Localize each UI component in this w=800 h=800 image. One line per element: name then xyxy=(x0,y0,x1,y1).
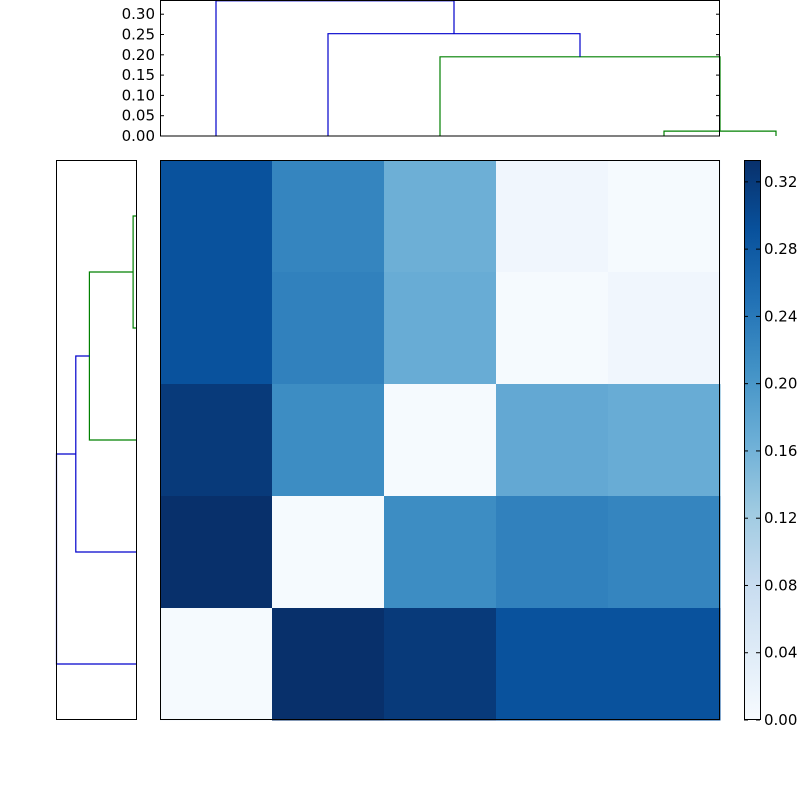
heatmap-cell xyxy=(608,608,721,721)
heatmap-cell xyxy=(608,272,721,385)
colorbar-frame xyxy=(744,160,761,720)
left-dendrogram xyxy=(55,160,137,720)
heatmap-cell xyxy=(384,384,497,497)
heatmap-cell xyxy=(384,272,497,385)
colorbar-tick-label: 0.00 xyxy=(764,711,797,729)
colorbar-tick-label: 0.24 xyxy=(764,307,797,325)
heatmap-cell xyxy=(160,608,273,721)
heatmap-cell xyxy=(160,496,273,609)
heatmap xyxy=(160,160,721,721)
heatmap-cell xyxy=(272,384,385,497)
heatmap-cell xyxy=(384,496,497,609)
heatmap-cell xyxy=(496,496,609,609)
top-dendrogram: 0.00 0.05 0.10 0.15 0.20 0.25 0.30 xyxy=(122,0,777,145)
y-tick-label: 0.05 xyxy=(122,107,155,125)
heatmap-cell xyxy=(608,496,721,609)
colorbar-ticks: 0.00 0.04 0.08 0.12 0.16 0.20 0.24 0.28 0.32 xyxy=(744,173,797,729)
heatmap-cell xyxy=(496,384,609,497)
heatmap-cell xyxy=(272,608,385,721)
heatmap-cell xyxy=(608,160,721,273)
y-tick-label: 0.10 xyxy=(122,86,155,104)
heatmap-cell xyxy=(496,160,609,273)
heatmap-cell xyxy=(272,496,385,609)
y-tick-label: 0.15 xyxy=(122,66,155,84)
colorbar-tick-label: 0.32 xyxy=(764,173,797,191)
heatmap-cell xyxy=(160,384,273,497)
colorbar-tick-label: 0.04 xyxy=(764,644,797,662)
heatmap-cell xyxy=(160,272,273,385)
colorbar-gradient xyxy=(744,160,760,720)
top-dendrogram-frame xyxy=(160,0,720,137)
colorbar-tick-label: 0.28 xyxy=(764,240,797,258)
heatmap-cell xyxy=(608,384,721,497)
heatmap-cell xyxy=(496,272,609,385)
y-tick-label: 0.30 xyxy=(122,5,155,23)
left-dendrogram-frame xyxy=(56,160,137,720)
colorbar-tick-label: 0.16 xyxy=(764,442,797,460)
colorbar-tick-label: 0.12 xyxy=(764,509,797,527)
heatmap-cell xyxy=(496,608,609,721)
colorbar-tick-label: 0.20 xyxy=(764,375,797,393)
colorbar-tick-label: 0.08 xyxy=(764,576,797,594)
heatmap-cell xyxy=(160,160,273,273)
heatmap-cell xyxy=(384,160,497,273)
y-tick-label: 0.20 xyxy=(122,46,155,64)
heatmap-cell xyxy=(272,272,385,385)
top-dendrogram-y-axis: 0.00 0.05 0.10 0.15 0.20 0.25 0.30 xyxy=(122,5,720,145)
heatmap-cell xyxy=(272,160,385,273)
heatmap-frame xyxy=(160,160,720,720)
heatmap-cell xyxy=(384,608,497,721)
heatmap-cells xyxy=(160,160,721,721)
y-tick-label: 0.25 xyxy=(122,26,155,44)
y-tick-label: 0.00 xyxy=(122,127,155,145)
colorbar: 0.00 0.04 0.08 0.12 0.16 0.20 0.24 0.28 0.32 xyxy=(744,160,797,729)
